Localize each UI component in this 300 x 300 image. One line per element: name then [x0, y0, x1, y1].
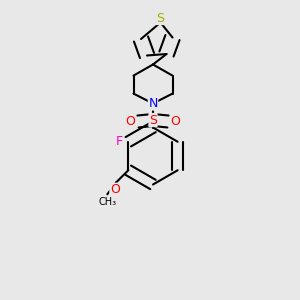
Text: O: O	[171, 115, 180, 128]
Text: F: F	[116, 135, 123, 148]
Text: O: O	[110, 183, 120, 196]
Text: N: N	[148, 97, 158, 110]
Text: O: O	[126, 115, 135, 128]
Text: S: S	[149, 113, 157, 127]
Text: CH₃: CH₃	[99, 197, 117, 207]
Text: S: S	[157, 11, 164, 25]
